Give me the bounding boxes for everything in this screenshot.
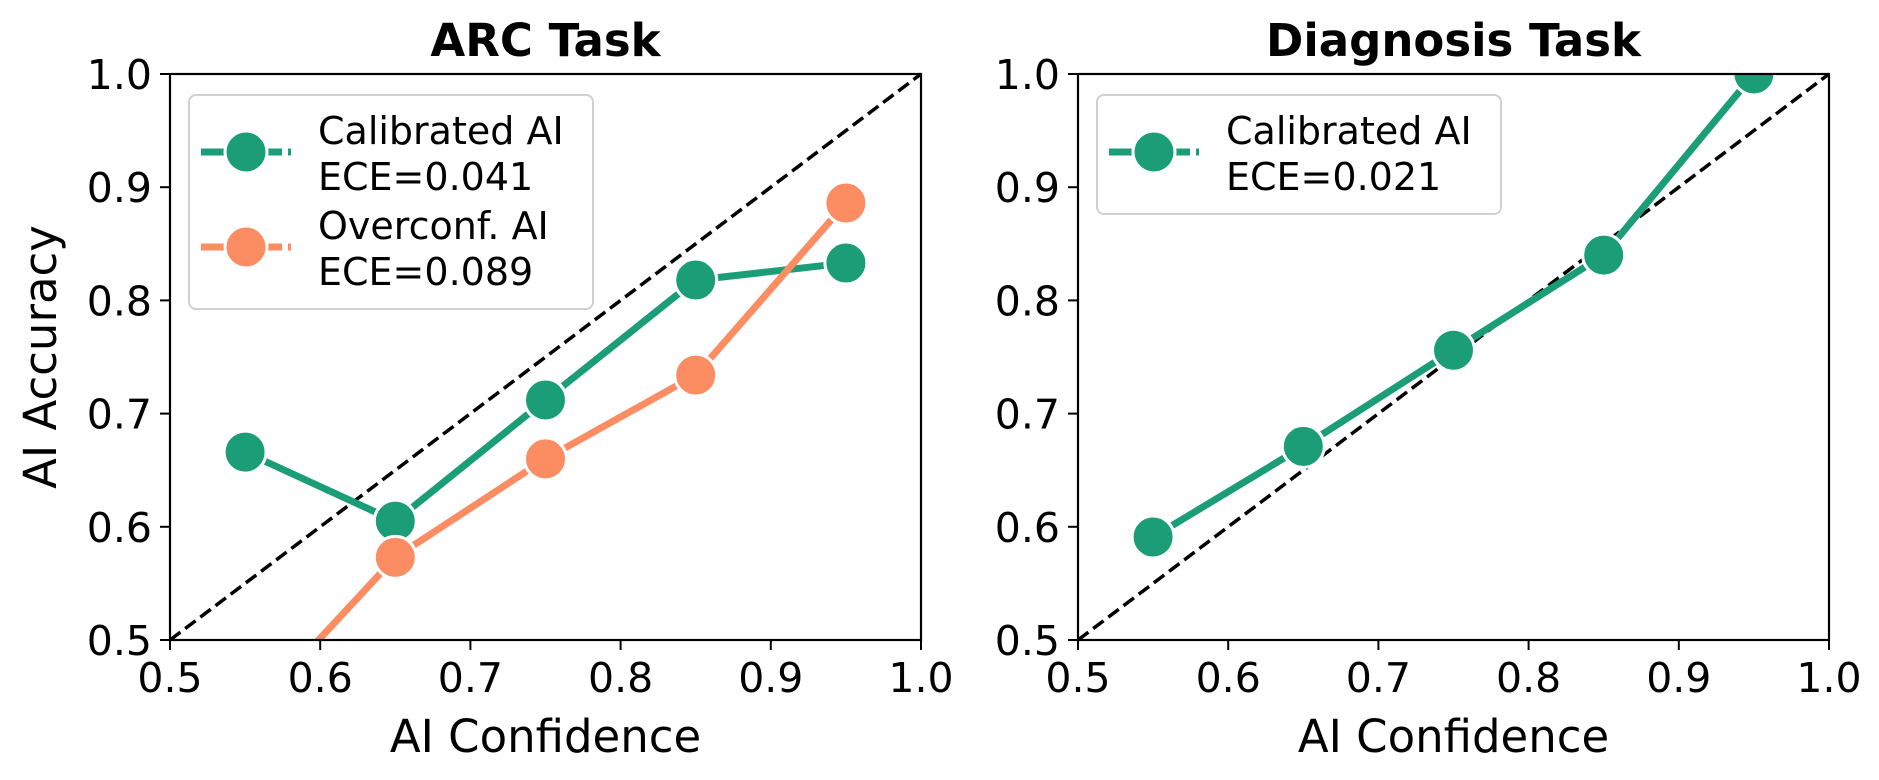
legend-label: Calibrated AI: [1226, 109, 1472, 153]
y-axis-label: AI Accuracy: [14, 225, 67, 489]
x-tick-label: 1.0: [1796, 654, 1861, 702]
y-tick-label: 0.6: [995, 504, 1060, 552]
legend-marker: [223, 129, 269, 175]
chart-panel-1: ARC Task 0.5 0.6 0.7 0.8 0.9 1.0 0.5 0.6 0.7 0.8 0.…: [14, 14, 954, 763]
legend-label: Calibrated AI: [318, 109, 564, 153]
x-tick-label: 1.0: [888, 654, 953, 702]
data-point: [1431, 327, 1476, 373]
legend-sublabel: ECE=0.021: [1226, 155, 1441, 199]
x-tick-label: 0.7: [1346, 654, 1411, 702]
data-point: [823, 240, 869, 286]
y-tick-label: 0.7: [87, 391, 152, 439]
x-axis-label: AI Confidence: [1298, 710, 1609, 763]
y-tick-label: 0.6: [87, 504, 152, 552]
legend-box: [1096, 94, 1502, 215]
data-point: [673, 257, 719, 303]
y-tick-label: 0.5: [87, 617, 152, 665]
y-tick-label: 0.8: [87, 277, 152, 325]
legend-sublabel: ECE=0.089: [318, 250, 533, 294]
data-point: [372, 534, 418, 580]
plot-frame: [168, 72, 923, 642]
series-2: [224, 180, 869, 740]
y-tick-label: 1.0: [995, 51, 1060, 99]
x-tick-label: 0.9: [1646, 654, 1711, 702]
reference-diagonal: [1076, 72, 1831, 642]
chart-title: ARC Task: [430, 14, 661, 67]
data-point: [673, 352, 719, 398]
legend-marker: [223, 224, 269, 270]
legend-sublabel: ECE=0.041: [318, 155, 533, 199]
y-tick-label: 0.8: [995, 277, 1060, 325]
y-tick-label: 0.9: [87, 164, 152, 212]
data-point: [1130, 514, 1176, 560]
chart-title: Diagnosis Task: [1266, 14, 1642, 67]
x-tick-label: 0.6: [1196, 654, 1261, 702]
y-tick-label: 0.5: [995, 617, 1060, 665]
data-point: [224, 698, 266, 740]
data-point: [1280, 423, 1326, 469]
legend-marker: [1131, 129, 1177, 175]
data-point: [1581, 232, 1627, 278]
reference-diagonal: [168, 72, 923, 642]
data-point: [823, 180, 869, 226]
data-point: [523, 377, 568, 423]
series-1: [1130, 74, 1777, 560]
y-tick-label: 1.0: [87, 51, 152, 99]
legend-label: Overconf. AI: [318, 204, 549, 248]
y-tick-label: 0.9: [995, 164, 1060, 212]
x-axis-label: AI Confidence: [390, 710, 701, 763]
plot-frame: [1076, 72, 1831, 642]
data-point: [1731, 74, 1777, 97]
x-tick-label: 0.9: [738, 654, 803, 702]
series-1: [222, 240, 869, 544]
x-tick-label: 0.6: [288, 654, 353, 702]
x-tick-label: 0.7: [438, 654, 503, 702]
data-point: [222, 429, 268, 475]
x-tick-label: 0.5: [137, 654, 202, 702]
x-tick-label: 0.8: [1496, 654, 1561, 702]
chart-panel-2: Diagnosis Task 0.5 0.6 0.7 0.8 0.9 1.0 0.5 0.6 0.…: [995, 14, 1862, 763]
x-tick-label: 0.8: [588, 654, 653, 702]
data-point: [523, 436, 568, 482]
x-tick-label: 0.5: [1045, 654, 1110, 702]
y-tick-label: 0.7: [995, 391, 1060, 439]
